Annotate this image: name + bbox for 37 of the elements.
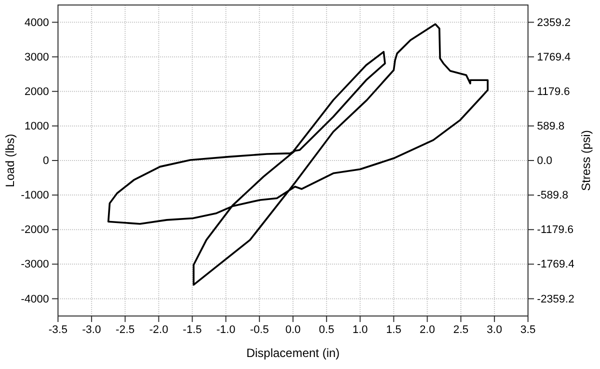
y2-tick-label: -1769.4 [537,258,574,271]
x-tick-label: 2.0 [420,324,435,336]
x-tick-label: -2.5 [116,324,135,336]
y-tick-label: -3000 [20,258,49,271]
y2-tick-label: 1769.4 [537,51,571,64]
y-tick-label: 2000 [24,86,49,98]
y-tick-label: 3000 [24,51,49,64]
y2-tick-label: -2359.2 [537,293,574,306]
y-axis-title: Load (lbs) [3,134,17,188]
x-tick-label: 0.5 [318,324,334,336]
x-tick-label: 1.0 [352,324,368,336]
x-tick-label: 3.0 [486,324,502,336]
x-tick-label: -1.5 [182,324,202,336]
y2-tick-label: 2359.2 [537,16,571,29]
x-tick-label: 0.0 [285,324,301,336]
x-tick-label: 3.5 [520,324,536,336]
line-series [107,23,489,286]
x-tick-label: -3.0 [82,324,102,336]
x-tick-label: -2.0 [149,324,168,336]
x-tick-label: -1.0 [216,324,236,336]
y2-tick-label: 0.0 [537,155,552,168]
y2-tick-label: -1179.6 [537,224,574,236]
y2-tick-label: 589.8 [537,120,565,132]
y-tick-label: -1000 [20,190,49,202]
x-tick-label: 2.5 [453,324,469,336]
x-tick-label: 1.5 [386,324,402,336]
y-tick-label: 0 [42,155,49,168]
y-tick-label: -4000 [20,293,49,306]
y2-tick-label: 1179.6 [537,86,570,98]
y2-axis-title: Stress (psi) [579,130,593,191]
y-tick-label: -2000 [20,224,49,236]
x-tick-label: -0.5 [250,324,269,336]
y2-tick-label: -589.8 [537,190,568,202]
y-tick-label: 4000 [24,16,49,29]
x-tick-label: -3.5 [48,324,68,336]
y-tick-label: 1000 [24,120,49,132]
x-axis-title: Displacement (in) [246,346,340,360]
